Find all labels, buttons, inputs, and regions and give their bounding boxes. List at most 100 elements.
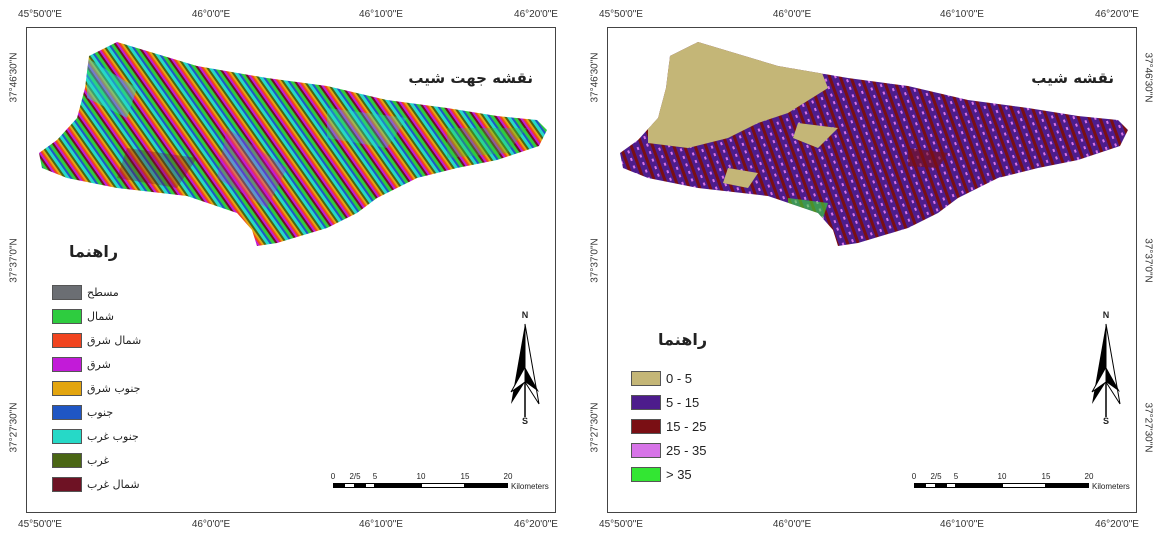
legend-item: > 35 [631, 462, 706, 486]
x-tick-top: 46°20'0"E [514, 9, 558, 20]
scale-segment [946, 483, 956, 488]
map-title: نقشه شیب [1031, 69, 1114, 87]
y-tick-left: 37°46'30"N [8, 52, 20, 103]
legend-item: 0 - 5 [631, 366, 706, 390]
slope-map-panel: 45°50'0"E 46°0'0"E 46°10'0"E 46°20'0"E 4… [581, 0, 1162, 539]
north-arrow: N S [1088, 310, 1124, 428]
legend-label: 0 - 5 [666, 370, 693, 386]
scale-bar: 0 2/5 5 10 15 20 Kilometers [325, 472, 555, 502]
y-tick-left: 37°46'30"N [589, 52, 601, 103]
y-tick-right: 37°37'0"N [1142, 238, 1154, 283]
legend-swatch [631, 466, 661, 482]
scale-segment [375, 483, 421, 488]
scale-unit: Kilometers [511, 482, 549, 491]
north-arrow: N S [507, 310, 543, 428]
y-tick-left: 37°37'0"N [589, 238, 601, 283]
legend-swatch [631, 418, 661, 434]
map-frame: نقشه شیب راهنما 0 - 5 5 - 15 15 - 25 25 - 3… [607, 27, 1137, 513]
scale-segment [925, 483, 936, 488]
scale-label: 5 [372, 472, 378, 481]
legend-label: شرق [87, 357, 111, 371]
scale-label: 0 [911, 472, 917, 481]
legend-item: شرق [52, 352, 141, 376]
scale-segment [333, 483, 344, 488]
x-tick-bottom: 46°20'0"E [1095, 519, 1139, 530]
legend: مسطح شمال شمال شرق شرق جنوب شرق جنوب جنوب غرب غ… [52, 280, 141, 496]
legend-label: 5 - 15 [666, 394, 700, 410]
scale-segment [365, 483, 375, 488]
scale-label: 20 [1084, 472, 1094, 481]
slope-map-canvas [620, 42, 1128, 246]
scale-segment [1046, 483, 1089, 488]
x-tick-bottom: 46°0'0"E [772, 519, 812, 530]
scale-label: 0 [330, 472, 336, 481]
north-label: N [1102, 310, 1110, 320]
scale-label: 20 [503, 472, 513, 481]
scale-unit: Kilometers [1092, 482, 1130, 491]
scale-segment [344, 483, 355, 488]
y-tick-left: 37°27'30"N [589, 402, 601, 453]
x-tick-top: 45°50'0"E [18, 9, 62, 20]
legend-swatch [52, 476, 82, 492]
legend-label: جنوب شرق [87, 381, 141, 395]
legend-swatch [52, 308, 82, 324]
legend-swatch [52, 452, 82, 468]
y-tick-left: 37°37'0"N [8, 238, 20, 283]
legend-label: شمال [87, 309, 114, 323]
x-tick-bottom: 46°10'0"E [359, 519, 403, 530]
aspect-map-canvas [39, 42, 547, 246]
legend-swatch [52, 284, 82, 300]
scale-label: 15 [1041, 472, 1051, 481]
scale-segment [465, 483, 508, 488]
map-title: نقشه جهت شیب [408, 69, 533, 87]
legend-label: 25 - 35 [666, 442, 707, 458]
legend-swatch [52, 356, 82, 372]
scale-segment [936, 483, 946, 488]
scale-label: 15 [460, 472, 470, 481]
north-label: N [521, 310, 529, 320]
legend-swatch [52, 404, 82, 420]
legend-item: شمال [52, 304, 141, 328]
legend-item: جنوب شرق [52, 376, 141, 400]
legend-swatch [631, 394, 661, 410]
scale-segment [421, 483, 465, 488]
legend-swatch [631, 442, 661, 458]
north-arrow-icon [1091, 323, 1121, 417]
legend-label: مسطح [87, 285, 119, 299]
legend-item: جنوب غرب [52, 424, 141, 448]
scale-segment [1002, 483, 1046, 488]
x-tick-top: 46°10'0"E [359, 9, 403, 20]
legend-item: 25 - 35 [631, 438, 706, 462]
scale-label: 10 [416, 472, 426, 481]
legend-label: جنوب غرب [87, 429, 139, 443]
scale-label: 2/5 [930, 472, 942, 481]
legend-label: 15 - 25 [666, 418, 707, 434]
legend-item: غرب [52, 448, 141, 472]
legend-label: شمال شرق [87, 333, 142, 347]
x-tick-bottom: 45°50'0"E [599, 519, 643, 530]
x-tick-bottom: 46°10'0"E [940, 519, 984, 530]
legend-item: 15 - 25 [631, 414, 706, 438]
legend-swatch [52, 380, 82, 396]
scale-segment [355, 483, 365, 488]
legend-item: جنوب [52, 400, 141, 424]
aspect-map-panel: 45°50'0"E 46°0'0"E 46°10'0"E 46°20'0"E 4… [0, 0, 581, 539]
y-tick-right: 37°46'30"N [1142, 52, 1154, 103]
legend-item: شمال غرب [52, 472, 141, 496]
legend-label: غرب [87, 453, 110, 467]
legend-label: جنوب [87, 405, 114, 419]
x-tick-top: 46°0'0"E [191, 9, 231, 20]
scale-segment [914, 483, 925, 488]
legend-swatch [631, 370, 661, 386]
x-tick-top: 46°10'0"E [940, 9, 984, 20]
scale-label: 10 [997, 472, 1007, 481]
map-frame: نقشه جهت شیب راهنما مسطح شمال شمال شرق شرق ج… [26, 27, 556, 513]
y-tick-left: 37°27'30"N [8, 402, 20, 453]
scale-label: 5 [953, 472, 959, 481]
legend-item: مسطح [52, 280, 141, 304]
legend-swatch [52, 428, 82, 444]
legend-title: راهنما [69, 242, 119, 261]
legend-item: شمال شرق [52, 328, 141, 352]
scale-segment [956, 483, 1002, 488]
x-tick-top: 46°20'0"E [1095, 9, 1139, 20]
